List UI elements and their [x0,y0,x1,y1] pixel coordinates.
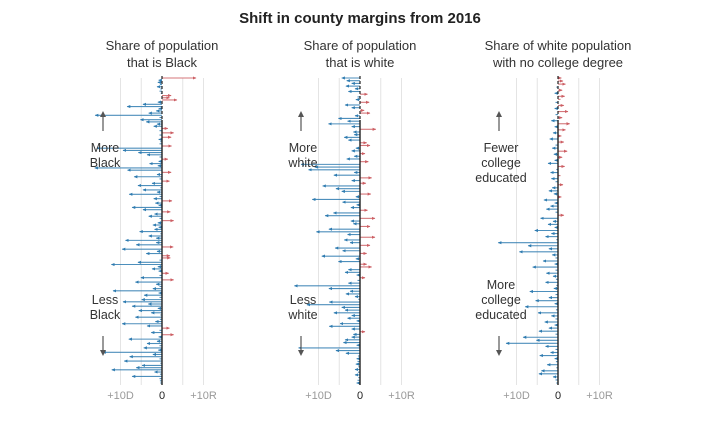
top-annotation: college [481,156,521,170]
bottom-annotation: Black [90,308,121,322]
panel-title-line: Share of population [304,38,417,53]
tick-label-zero: 0 [555,390,561,402]
bottom-annotation: college [481,293,521,307]
tick-label-rep: +10R [190,390,217,402]
bottom-annotation: Less [290,293,316,307]
top-annotation: Black [90,156,121,170]
tick-label-zero: 0 [357,390,363,402]
tick-label-dem: +10D [107,390,134,402]
panel-3: Share of white population with no college… [475,38,631,402]
panel-title-line: Share of white population [485,38,632,53]
tick-label-rep: +10R [388,390,415,402]
panel-title-line: that is white [326,55,395,70]
top-annotation: More [289,141,318,155]
tick-label-dem: +10D [503,390,530,402]
tick-label-zero: 0 [159,390,165,402]
panel-title-line: with no college degree [492,55,623,70]
tick-label-rep: +10R [586,390,613,402]
top-annotation: More [91,141,120,155]
top-annotation: white [287,156,317,170]
bottom-annotation: Less [92,293,118,307]
bottom-annotation: educated [475,308,526,322]
bottom-annotation: More [487,278,516,292]
top-annotation: educated [475,171,526,185]
panel-title-line: that is Black [127,55,198,70]
bottom-annotation: white [287,308,317,322]
panel-title-line: Share of population [106,38,219,53]
top-annotation: Fewer [484,141,519,155]
chart-title: Shift in county margins from 2016 [239,10,481,27]
tick-label-dem: +10D [305,390,332,402]
